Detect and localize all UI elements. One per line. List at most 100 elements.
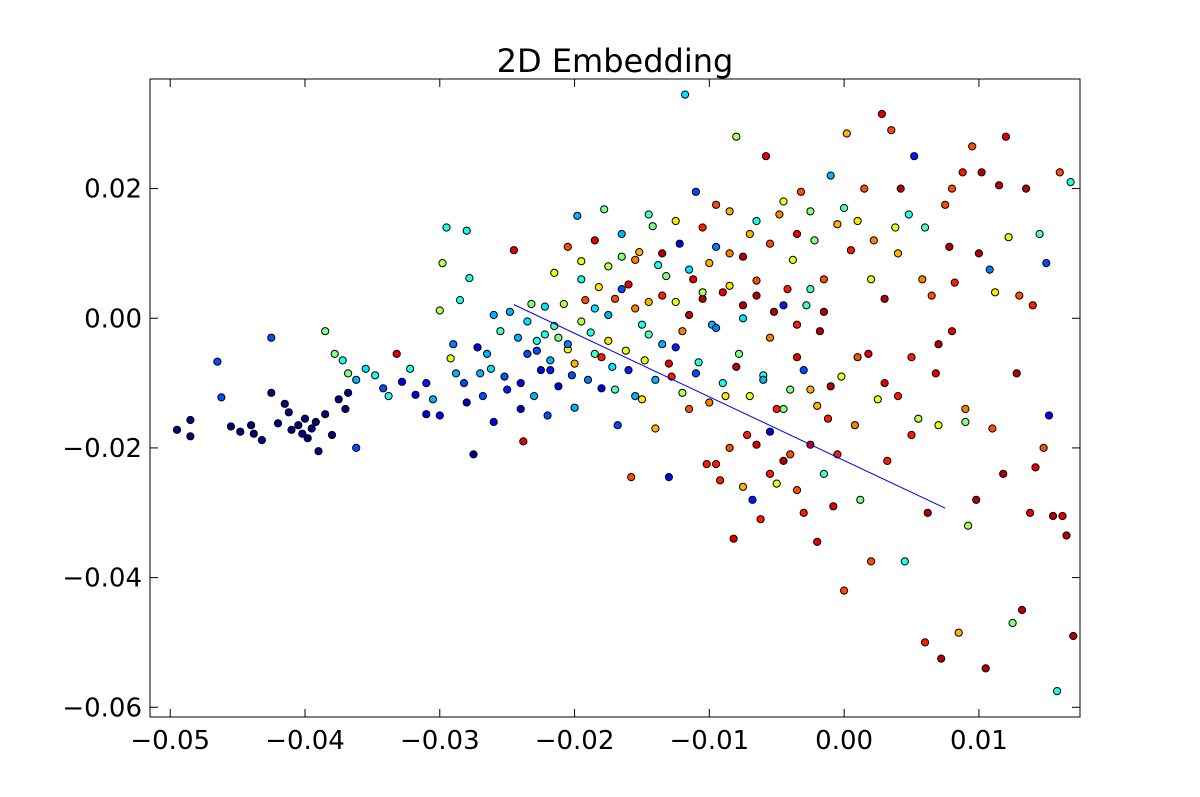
data-point <box>796 187 806 196</box>
data-point <box>473 343 482 352</box>
data-point <box>590 304 599 313</box>
data-point <box>371 371 380 380</box>
data-point <box>637 395 647 404</box>
data-point <box>546 356 555 365</box>
data-point <box>532 346 541 355</box>
data-point <box>954 628 963 637</box>
data-point <box>968 142 977 151</box>
data-point <box>287 425 296 434</box>
data-point <box>1017 605 1027 615</box>
data-point <box>600 205 609 214</box>
data-point <box>610 385 620 394</box>
data-point <box>361 364 370 373</box>
data-point <box>597 384 606 393</box>
y-tick-label: 0.00 <box>84 304 142 334</box>
data-point <box>705 259 714 268</box>
data-point <box>918 275 927 284</box>
data-point <box>486 364 496 373</box>
chart-title: 2D Embedding <box>497 42 734 80</box>
data-point <box>519 437 528 446</box>
data-point <box>864 349 873 358</box>
data-point <box>981 664 990 673</box>
data-point <box>856 495 865 504</box>
data-point <box>745 392 754 401</box>
data-point <box>681 90 690 99</box>
fit-line <box>513 304 946 509</box>
data-point <box>658 249 667 258</box>
data-point <box>779 404 788 414</box>
data-point <box>893 392 903 401</box>
data-point <box>712 200 721 209</box>
data-point <box>691 187 701 196</box>
data-point <box>806 207 815 216</box>
y-tick-label: 0.02 <box>84 175 142 205</box>
data-point <box>732 362 741 371</box>
data-point <box>1048 511 1058 521</box>
data-point <box>893 249 903 258</box>
data-point <box>779 456 788 465</box>
data-point <box>546 366 555 375</box>
data-point <box>658 291 667 300</box>
data-point <box>438 259 447 268</box>
data-point <box>384 392 393 401</box>
data-point <box>658 340 667 349</box>
data-point <box>900 557 909 566</box>
data-point <box>532 336 541 345</box>
data-point <box>671 297 680 307</box>
data-point <box>738 314 748 323</box>
data-point <box>815 327 825 336</box>
data-point <box>927 291 936 300</box>
data-point <box>459 379 469 388</box>
data-point <box>748 495 757 504</box>
data-point <box>563 242 572 251</box>
data-point <box>806 285 815 294</box>
data-point <box>300 414 310 423</box>
data-point <box>671 216 680 226</box>
data-point <box>226 422 235 431</box>
data-point <box>752 291 761 300</box>
data-point <box>985 265 994 274</box>
y-tick-label: −0.04 <box>62 564 142 594</box>
data-point <box>732 132 741 141</box>
data-point <box>869 236 878 245</box>
data-point <box>422 379 431 388</box>
data-point <box>496 327 505 336</box>
data-point <box>846 246 856 255</box>
data-point <box>352 443 361 452</box>
data-point <box>594 283 603 292</box>
x-tick-label: −0.04 <box>265 726 345 756</box>
data-point <box>590 349 599 358</box>
data-point <box>823 414 833 423</box>
data-point <box>819 469 829 478</box>
data-point <box>530 392 539 401</box>
data-point <box>678 388 687 397</box>
data-point <box>540 330 550 339</box>
data-point <box>738 482 748 491</box>
data-point <box>489 417 498 427</box>
data-point <box>964 521 973 530</box>
data-point <box>792 486 802 495</box>
data-point <box>974 249 984 258</box>
data-point <box>867 557 876 566</box>
data-point <box>685 265 694 274</box>
data-point <box>527 299 536 309</box>
data-point <box>873 395 882 404</box>
data-point <box>249 429 258 438</box>
data-point <box>446 354 455 363</box>
data-point <box>712 242 721 251</box>
data-point <box>1012 369 1021 378</box>
data-point <box>937 654 946 663</box>
data-point <box>543 411 552 420</box>
data-point <box>907 430 916 440</box>
data-point <box>267 333 276 342</box>
data-point <box>920 223 930 232</box>
data-point <box>1026 508 1035 517</box>
data-point <box>1028 301 1037 310</box>
data-point <box>840 586 849 595</box>
data-point <box>792 320 802 329</box>
data-point <box>685 404 694 414</box>
x-tick-label: 0.01 <box>950 726 1008 756</box>
data-point <box>172 425 182 434</box>
data-point <box>330 349 339 358</box>
data-point <box>644 330 653 339</box>
